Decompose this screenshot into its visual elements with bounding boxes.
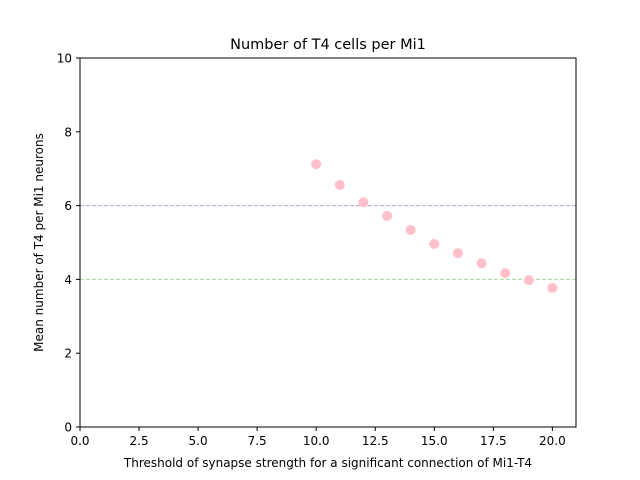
data-point [547,282,558,293]
x-axis-label: Threshold of synapse strength for a sign… [123,456,532,470]
x-tick-label: 5.0 [189,434,208,448]
data-point [429,238,440,249]
plot-frame [79,57,577,428]
data-point [476,258,487,269]
data-point [500,268,511,279]
y-tick-label: 0 [64,421,72,435]
x-axis-ticks: 0.0 2.5 5.0 7.5 10.0 12.5 15.0 17.5 20.0 [70,427,566,448]
data-point [334,179,345,190]
x-tick-label: 17.5 [480,434,507,448]
data-point [405,224,416,235]
chart-title: Number of T4 cells per Mi1 [230,37,426,53]
x-tick-label: 7.5 [248,434,267,448]
reference-lines [80,205,576,280]
data-point [452,248,463,259]
y-tick-label: 10 [57,52,72,66]
data-point [311,159,322,170]
y-axis-label: Mean number of T4 per Mi1 neurons [32,133,46,352]
x-tick-label: 10.0 [303,434,330,448]
x-tick-label: 12.5 [362,434,389,448]
y-tick-label: 8 [64,125,72,139]
data-point [523,275,534,286]
x-tick-label: 0.0 [70,434,89,448]
x-tick-label: 20.0 [539,434,566,448]
x-tick-label: 2.5 [130,434,149,448]
data-points [311,159,558,293]
data-point [382,210,393,221]
y-axis-ticks: 0 2 4 6 8 10 [57,52,80,435]
y-tick-label: 6 [64,199,72,213]
y-tick-label: 4 [64,273,72,287]
data-point [358,197,369,208]
y-tick-label: 2 [64,347,72,361]
x-tick-label: 15.0 [421,434,448,448]
